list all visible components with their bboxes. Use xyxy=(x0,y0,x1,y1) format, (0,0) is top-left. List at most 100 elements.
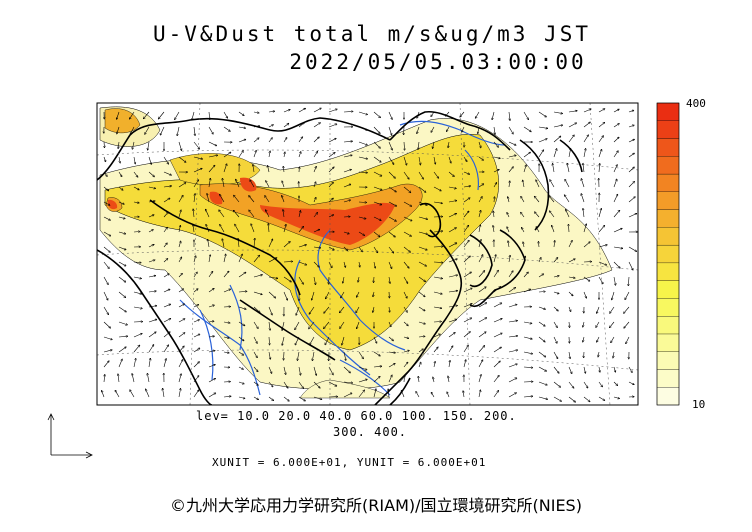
wind-arrow xyxy=(129,111,135,119)
wind-arrow xyxy=(148,345,154,353)
wind-arrow xyxy=(448,156,451,163)
wind-arrow xyxy=(583,396,590,402)
wind-arrow xyxy=(295,321,300,330)
wind-arrow xyxy=(521,212,525,218)
wind-arrow xyxy=(328,152,335,158)
wind-arrow xyxy=(205,209,210,218)
wind-arrow xyxy=(418,336,425,337)
wind-arrow xyxy=(208,239,210,248)
wind-arrow xyxy=(463,360,466,368)
wind-arrow xyxy=(238,272,246,278)
levels-line1: lev= 10.0 20.0 40.0 60.0 100. 150. 200. xyxy=(196,409,517,423)
wind-arrow xyxy=(388,261,392,269)
wind-arrow xyxy=(478,374,481,383)
wind-arrow xyxy=(534,196,540,203)
wind-arrow xyxy=(418,306,425,311)
wind-arrow xyxy=(148,291,156,292)
wind-arrow xyxy=(553,366,559,373)
wind-arrow xyxy=(253,306,260,313)
colorbar-segment xyxy=(656,316,680,335)
wind-arrow xyxy=(478,225,480,233)
wind-arrow xyxy=(493,169,499,173)
wind-arrow xyxy=(298,226,304,233)
wind-arrow xyxy=(148,171,155,177)
wind-arrow xyxy=(193,272,197,278)
wind-arrow xyxy=(433,201,443,203)
wind-arrow xyxy=(508,393,517,398)
wind-arrow xyxy=(133,186,139,190)
wind-arrow xyxy=(238,381,244,384)
wind-arrow xyxy=(508,167,513,173)
wind-arrow xyxy=(583,242,590,248)
wind-arrow xyxy=(403,337,409,338)
wind-arrow xyxy=(284,152,285,158)
wind-arrow xyxy=(269,336,270,345)
wind-arrow xyxy=(403,306,407,312)
wind-arrow xyxy=(283,166,284,173)
colorbar-segment xyxy=(656,298,680,317)
wind-arrow xyxy=(610,306,615,313)
wind-arrow xyxy=(374,276,375,283)
wind-arrow xyxy=(193,348,200,353)
wind-arrow xyxy=(343,382,353,383)
wind-arrow xyxy=(373,216,381,221)
wind-arrow xyxy=(448,306,458,308)
wind-arrow xyxy=(268,321,270,330)
wind-arrow xyxy=(178,319,185,323)
wind-arrow xyxy=(538,257,541,263)
wind-arrow xyxy=(388,156,394,165)
wind-arrow xyxy=(117,126,120,134)
wind-arrow xyxy=(253,366,258,372)
wind-arrow xyxy=(389,276,390,284)
wind-arrow xyxy=(208,378,216,383)
wind-arrow xyxy=(298,276,304,284)
wind-arrow xyxy=(493,361,500,368)
wind-arrow xyxy=(463,240,469,248)
wind-arrow xyxy=(324,321,330,329)
wind-arrow xyxy=(403,350,409,353)
wind-arrow xyxy=(238,396,245,399)
wind-arrow xyxy=(448,346,453,353)
wind-arrow xyxy=(253,291,262,295)
wind-arrow xyxy=(325,336,330,345)
wind-arrow xyxy=(492,111,495,120)
wind-arrow xyxy=(523,367,533,368)
wind-arrow xyxy=(357,321,360,329)
wind-arrow xyxy=(118,231,126,234)
wind-arrow xyxy=(598,276,603,284)
wind-arrow xyxy=(567,163,570,173)
wind-arrow xyxy=(388,201,397,206)
wind-arrow xyxy=(523,396,533,397)
wind-arrow xyxy=(342,336,345,345)
wind-arrow xyxy=(220,194,225,203)
wind-arrow xyxy=(340,321,345,329)
wind-arrow xyxy=(403,216,412,221)
wind-arrow xyxy=(238,291,247,292)
wind-arrow xyxy=(163,243,167,248)
wind-arrow xyxy=(103,171,107,177)
wind-arrow xyxy=(207,193,210,203)
wind-arrow xyxy=(478,303,487,308)
wind-arrow xyxy=(192,111,195,120)
wind-arrow xyxy=(523,111,529,120)
wind-arrow xyxy=(418,216,428,219)
wind-arrow xyxy=(223,164,227,173)
wind-arrow xyxy=(373,231,380,237)
wind-arrow xyxy=(493,390,499,398)
wind-arrow xyxy=(208,305,214,308)
wind-arrow xyxy=(265,196,270,203)
wind-arrow xyxy=(103,156,106,162)
wind-arrow xyxy=(613,165,617,173)
wind-arrow xyxy=(475,111,480,118)
wind-arrow xyxy=(536,180,540,188)
wind-arrow xyxy=(148,156,151,165)
wind-arrow xyxy=(613,396,620,399)
wind-arrow xyxy=(117,111,120,119)
wind-arrow xyxy=(163,332,170,338)
wind-arrow xyxy=(433,231,443,232)
wind-arrow xyxy=(178,183,186,188)
wind-arrow xyxy=(418,362,421,368)
wind-arrow xyxy=(493,287,501,293)
wind-arrow xyxy=(118,374,119,383)
